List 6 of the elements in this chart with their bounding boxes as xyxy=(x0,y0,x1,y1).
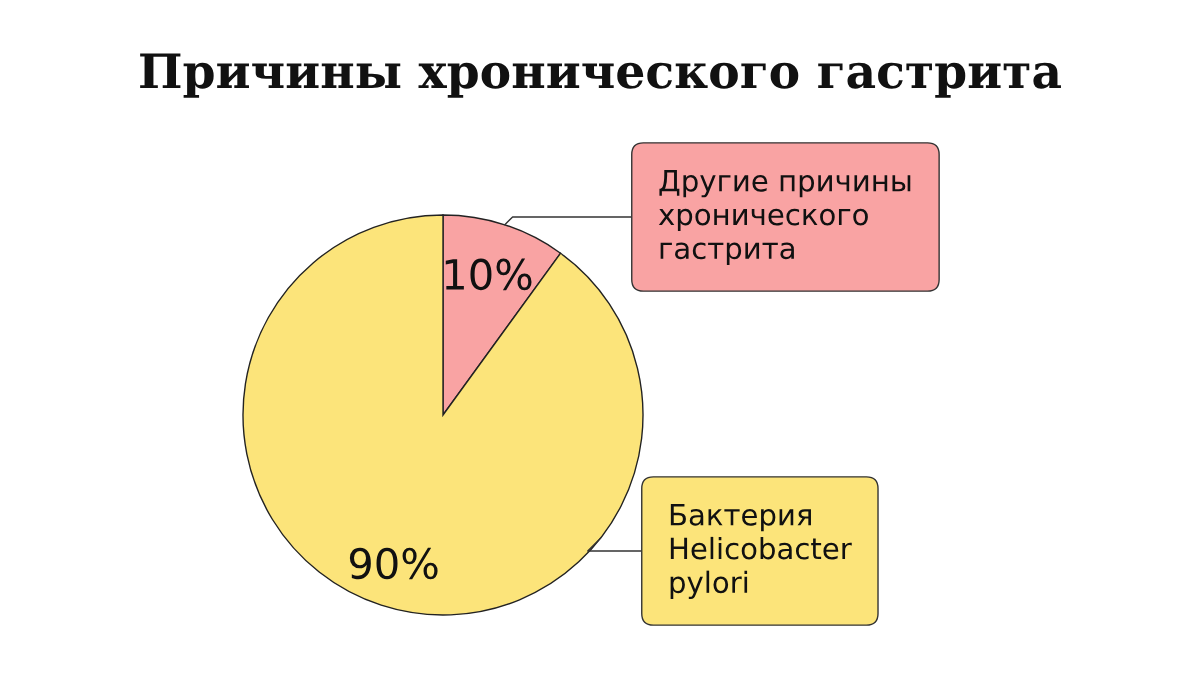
slice-label: Другие причины хронического гастрита xyxy=(658,170,911,265)
data-label: 10% xyxy=(445,258,532,291)
slice-label: Бактерия Helicobacter pylori xyxy=(670,504,852,599)
chart-title: Причины хронического гастрита xyxy=(140,53,1061,98)
pie-slice xyxy=(242,214,644,616)
data-label: 90% xyxy=(349,547,438,580)
